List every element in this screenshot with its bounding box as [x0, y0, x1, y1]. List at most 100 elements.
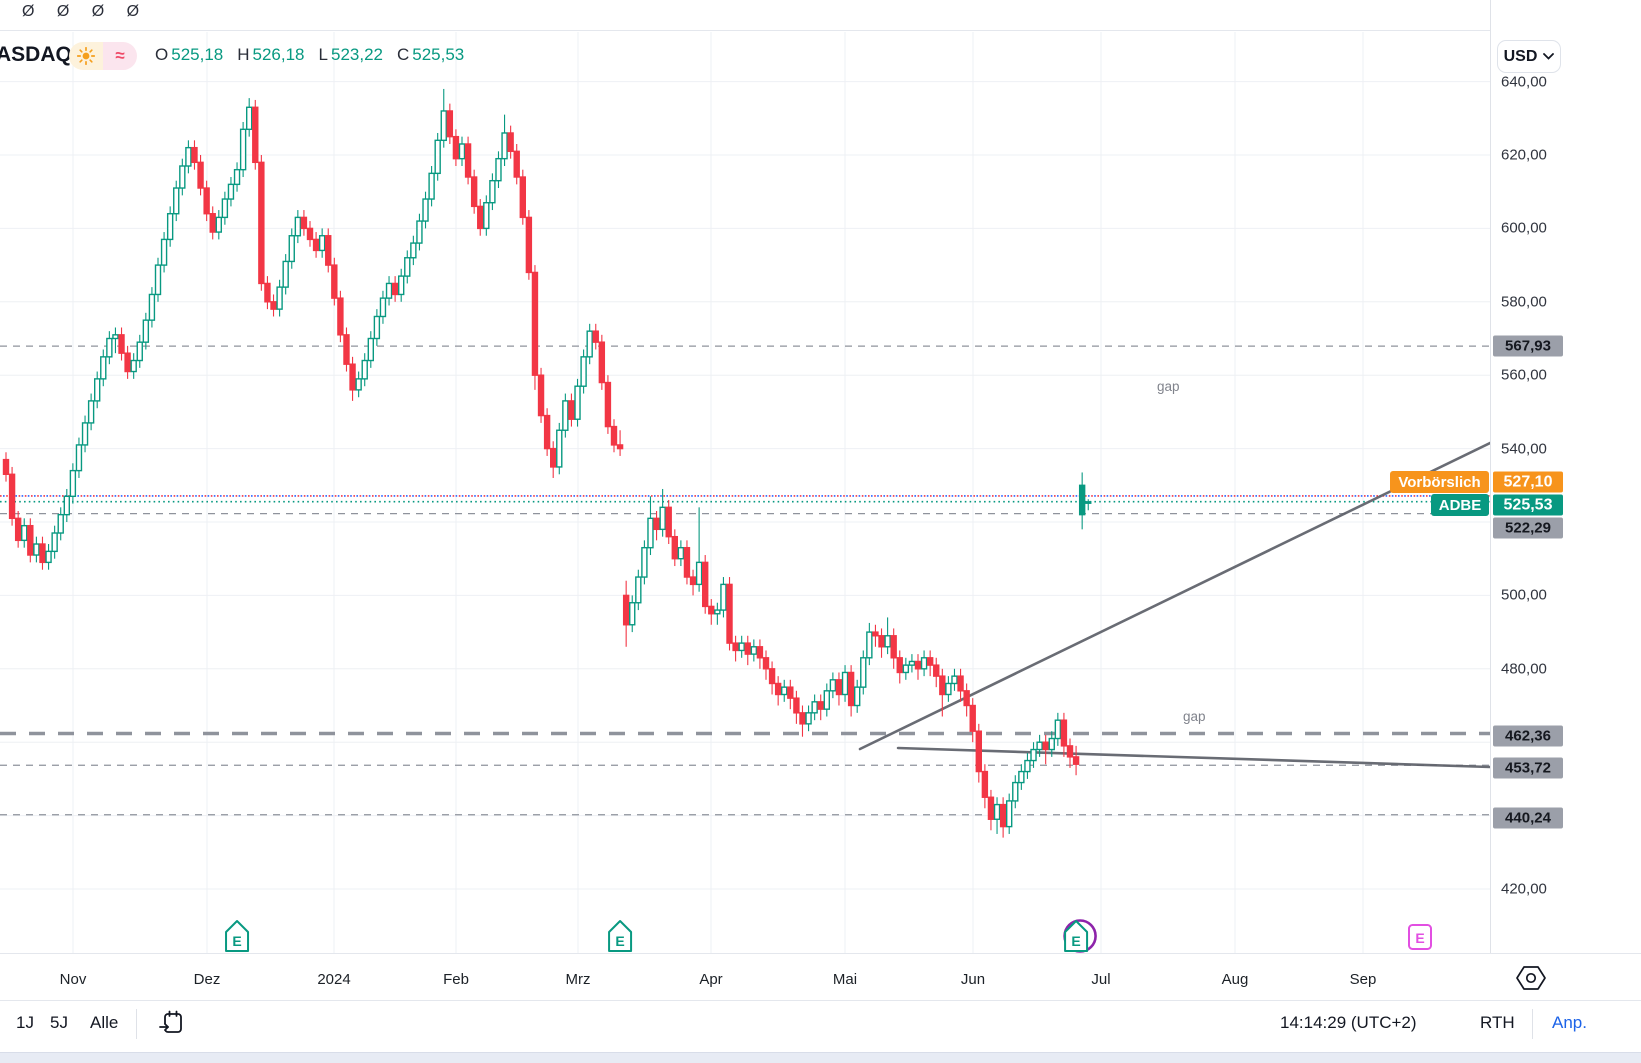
candle-down — [987, 796, 995, 820]
candle-up — [21, 524, 28, 542]
premarket-label-badge: Vorbörslich — [1390, 471, 1489, 493]
candle-up — [902, 664, 910, 674]
candle-down — [209, 213, 216, 233]
candle-up — [422, 198, 429, 222]
candle-up — [45, 550, 52, 564]
candle-up — [580, 356, 587, 387]
earnings-letter[interactable]: E — [232, 933, 241, 949]
candle-up — [87, 400, 95, 424]
low-label: L — [318, 45, 328, 64]
open-value: 525,18 — [171, 45, 224, 64]
month-label[interactable]: Jun — [960, 971, 986, 988]
gap-annotation: gap — [1157, 379, 1180, 394]
candle-up — [1006, 800, 1013, 828]
candle-up — [373, 315, 381, 340]
candle-up — [951, 675, 958, 685]
candle-down — [39, 543, 46, 564]
candle-down — [2, 458, 10, 475]
candle-down — [939, 675, 946, 696]
candle-down — [325, 235, 332, 266]
currency-selector-button[interactable]: USD — [1497, 40, 1561, 73]
candle-down — [14, 517, 22, 542]
month-label[interactable]: Apr — [699, 971, 723, 988]
candle-up — [556, 429, 563, 468]
candle-up — [720, 583, 727, 611]
price-tick: 540,00 — [1501, 440, 1547, 458]
candle-up — [1036, 741, 1043, 751]
earnings-future-icon — [1408, 924, 1432, 950]
candle-up — [945, 682, 952, 696]
candle-up — [142, 319, 150, 343]
month-label[interactable]: Nov — [59, 971, 87, 988]
month-label[interactable]: Feb — [443, 971, 469, 988]
low-value: 523,22 — [330, 45, 383, 64]
candle-up — [1048, 737, 1055, 751]
month-label[interactable]: Aug — [1221, 971, 1249, 988]
candle-down — [8, 473, 16, 520]
price-level-badge: 440,24 — [1493, 807, 1563, 829]
month-label[interactable]: Dez — [193, 971, 221, 988]
time-axis[interactable]: Nov Dez 2024 Feb Mrz Apr Mai Jun Jul Aug Sep — [0, 953, 1641, 1000]
candle-down — [537, 374, 545, 417]
candle-up — [233, 168, 241, 186]
range-1y-button[interactable]: 1J — [16, 1013, 34, 1032]
candle-up — [318, 235, 326, 252]
candle-down — [702, 561, 709, 608]
candle-up — [57, 513, 64, 534]
candle-up — [215, 216, 223, 233]
price-tick: 560,00 — [1501, 366, 1547, 384]
candle-down — [337, 297, 344, 336]
candle-up — [239, 128, 247, 171]
average-toolbar-icons[interactable]: Ø Ø Ø Ø — [22, 3, 149, 20]
candle-down — [726, 583, 733, 644]
candle-down — [774, 682, 782, 696]
price-axis[interactable]: USD 640,00 620,00 600,00 580,00 560,00 540,00… — [1490, 0, 1641, 1005]
candle-down — [477, 205, 484, 230]
candle-down — [513, 150, 520, 178]
session-mode-rth[interactable]: RTH — [1480, 1013, 1515, 1032]
candle-down — [470, 176, 478, 208]
candle-down — [519, 176, 526, 219]
chevron-down-icon — [1543, 53, 1555, 60]
candle-down — [197, 161, 204, 189]
candle-down — [258, 161, 265, 285]
range-5y-button[interactable]: 5J — [50, 1013, 68, 1032]
candle-down — [1042, 741, 1049, 751]
chart-canvas[interactable]: gap gap E E E E — [0, 0, 1490, 953]
candle-up — [695, 561, 703, 586]
premarket-sun-icon — [69, 42, 103, 70]
scale-settings-hexagon-icon[interactable] — [1515, 965, 1547, 991]
candle-up — [854, 686, 861, 707]
candle-down — [847, 671, 855, 707]
candle-up — [562, 400, 569, 431]
month-label[interactable]: Mai — [832, 971, 858, 988]
candle-up — [179, 165, 186, 189]
candle-up — [677, 546, 685, 560]
earnings-letter[interactable]: E — [1071, 933, 1080, 949]
month-label[interactable]: 2024 — [317, 971, 351, 988]
candle-down — [391, 282, 399, 296]
earnings-future-letter[interactable]: E — [1415, 930, 1424, 946]
candle-down — [118, 334, 125, 354]
candle-up — [276, 286, 283, 310]
price-level-badge: 567,93 — [1493, 335, 1563, 357]
candle-down — [768, 668, 776, 685]
candle-down — [598, 341, 606, 384]
range-all-button[interactable]: Alle — [90, 1013, 119, 1032]
candle-up — [884, 635, 891, 648]
candle-up — [574, 385, 581, 420]
symbol-title: ASDAQ — [0, 43, 72, 66]
toolbar-divider — [136, 1009, 137, 1039]
candle-up — [805, 712, 812, 725]
month-label[interactable]: Sep — [1349, 971, 1377, 988]
currency-label: USD — [1503, 47, 1538, 65]
earnings-letter[interactable]: E — [615, 933, 624, 949]
price-tick: 500,00 — [1501, 586, 1547, 604]
goto-date-calendar-icon[interactable] — [158, 1010, 184, 1036]
candle-up — [1030, 748, 1037, 762]
clock[interactable]: 14:14:29 (UTC+2) — [1280, 1013, 1417, 1032]
month-label[interactable]: Jul — [1091, 971, 1111, 988]
month-label[interactable]: Mrz — [565, 971, 591, 988]
session-status-pill[interactable]: ≈ — [69, 42, 137, 70]
adjust-button[interactable]: Anp. — [1552, 1013, 1587, 1032]
